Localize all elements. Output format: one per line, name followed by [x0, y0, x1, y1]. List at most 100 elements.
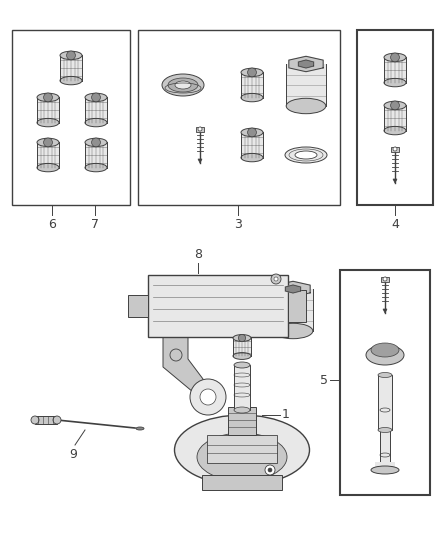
Circle shape [247, 128, 256, 137]
Circle shape [274, 277, 278, 281]
Bar [340, 270, 430, 495]
Bar [381, 277, 389, 282]
Circle shape [268, 468, 272, 472]
Bar [207, 435, 277, 463]
Ellipse shape [241, 154, 263, 162]
Bar [234, 365, 250, 410]
Circle shape [170, 349, 182, 361]
Bar [380, 430, 390, 470]
Text: 6: 6 [48, 218, 56, 231]
Bar [37, 142, 59, 167]
Ellipse shape [295, 151, 317, 159]
Circle shape [92, 93, 100, 102]
Polygon shape [276, 281, 310, 297]
Ellipse shape [233, 335, 251, 342]
Bar [85, 98, 107, 123]
Text: 5: 5 [320, 374, 328, 386]
Bar [128, 295, 148, 317]
Text: 4: 4 [391, 218, 399, 231]
Text: 7: 7 [91, 218, 99, 231]
Circle shape [271, 274, 281, 284]
Bar [286, 64, 326, 106]
Circle shape [247, 68, 256, 77]
Bar [228, 407, 256, 435]
Polygon shape [286, 285, 300, 293]
Circle shape [67, 51, 75, 60]
Ellipse shape [378, 373, 392, 377]
Circle shape [198, 127, 202, 131]
Ellipse shape [241, 128, 263, 136]
Bar [241, 72, 263, 98]
Ellipse shape [286, 98, 326, 114]
Ellipse shape [60, 76, 82, 85]
Bar [196, 127, 204, 132]
Ellipse shape [371, 343, 399, 357]
Bar [378, 375, 392, 430]
Bar [37, 98, 59, 123]
Bar [357, 30, 433, 205]
Ellipse shape [384, 101, 406, 110]
Bar [138, 30, 340, 205]
Bar [202, 475, 282, 490]
Circle shape [190, 379, 226, 415]
Ellipse shape [234, 407, 250, 413]
Ellipse shape [37, 93, 59, 102]
Circle shape [391, 53, 399, 62]
Polygon shape [198, 159, 202, 163]
Text: 9: 9 [69, 448, 77, 461]
Ellipse shape [233, 353, 251, 359]
Polygon shape [163, 337, 203, 392]
Bar [60, 55, 82, 80]
Ellipse shape [37, 164, 59, 172]
Bar [148, 275, 288, 337]
Ellipse shape [85, 93, 107, 102]
Ellipse shape [85, 138, 107, 147]
Ellipse shape [162, 74, 204, 96]
Ellipse shape [168, 78, 198, 92]
Polygon shape [298, 60, 314, 68]
Ellipse shape [241, 68, 263, 77]
Ellipse shape [60, 51, 82, 60]
Circle shape [265, 465, 275, 475]
Circle shape [393, 147, 397, 151]
Circle shape [238, 334, 246, 342]
Text: 2: 2 [252, 303, 260, 317]
Ellipse shape [37, 118, 59, 127]
Bar [384, 58, 406, 83]
Ellipse shape [285, 147, 327, 163]
Ellipse shape [384, 78, 406, 87]
Ellipse shape [234, 362, 250, 368]
Ellipse shape [37, 138, 59, 147]
Ellipse shape [241, 93, 263, 102]
Ellipse shape [384, 53, 406, 62]
Circle shape [92, 138, 100, 147]
Text: 1: 1 [282, 408, 290, 422]
Ellipse shape [31, 416, 39, 424]
Ellipse shape [85, 164, 107, 172]
Bar [85, 142, 107, 167]
Circle shape [383, 277, 387, 281]
Text: 3: 3 [234, 218, 242, 231]
Ellipse shape [366, 345, 404, 365]
Ellipse shape [371, 466, 399, 474]
Bar [375, 462, 395, 470]
Bar [12, 30, 130, 205]
Ellipse shape [175, 81, 191, 89]
Ellipse shape [378, 427, 392, 432]
Circle shape [200, 389, 216, 405]
Bar [241, 132, 263, 158]
Circle shape [44, 138, 53, 147]
Ellipse shape [53, 416, 61, 424]
Circle shape [391, 101, 399, 110]
Bar [35, 416, 57, 424]
Circle shape [44, 93, 53, 102]
Ellipse shape [273, 324, 313, 338]
Bar [391, 147, 399, 152]
Polygon shape [289, 56, 323, 72]
Ellipse shape [197, 433, 287, 481]
Bar [273, 289, 313, 331]
Polygon shape [393, 179, 397, 183]
Ellipse shape [85, 118, 107, 127]
Ellipse shape [384, 126, 406, 135]
Polygon shape [383, 309, 387, 313]
